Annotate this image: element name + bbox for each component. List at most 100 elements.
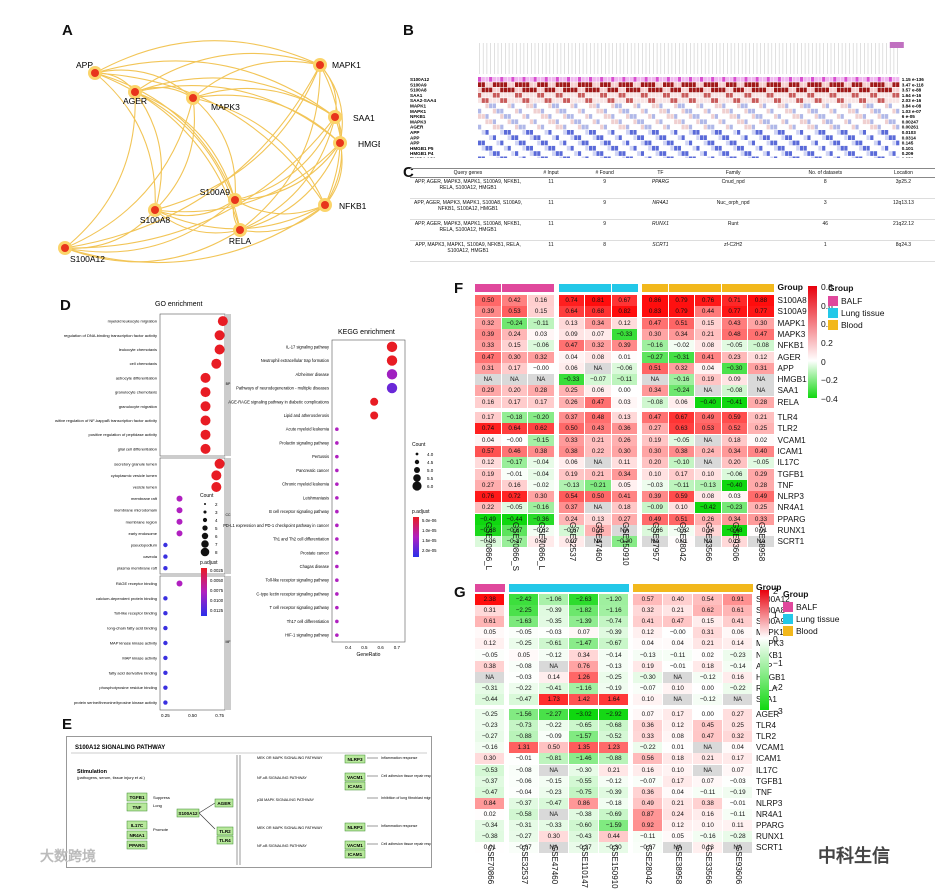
network-node bbox=[231, 196, 239, 204]
heatmap-b-cell bbox=[740, 103, 744, 109]
heatmap-b-cell bbox=[544, 140, 548, 146]
heatmap-b-cell bbox=[537, 156, 541, 162]
heatmap-b-cell bbox=[688, 82, 693, 87]
heatmap-cell: −0.39 bbox=[539, 605, 569, 617]
heatmap-b-cell bbox=[696, 130, 700, 135]
go-term-label: leukocyte chemotaxis bbox=[119, 347, 157, 352]
heatmap-b-cell bbox=[774, 98, 778, 103]
heatmap-b-cell bbox=[866, 130, 870, 135]
heatmap-b-cell bbox=[533, 119, 537, 125]
heatmap-b-cell bbox=[725, 156, 730, 162]
heatmap-b-cell bbox=[796, 151, 800, 156]
heatmap-b-cell bbox=[740, 77, 744, 82]
kegg-xtick: 0.5 bbox=[361, 645, 368, 650]
heatmap-b-cell bbox=[592, 98, 596, 103]
heatmap-b-cell bbox=[603, 145, 607, 151]
heatmap-b-cell bbox=[651, 119, 656, 125]
heatmap-b-cell bbox=[500, 77, 504, 82]
heatmap-b-cell bbox=[814, 114, 818, 119]
heatmap-b-cell bbox=[503, 130, 508, 135]
heatmap-b-cell bbox=[799, 82, 804, 87]
heatmap-b-cell bbox=[892, 151, 896, 156]
heatmap-b-cell bbox=[755, 124, 759, 130]
heatmap-b-cell bbox=[537, 108, 541, 114]
legend-swatch bbox=[828, 320, 838, 330]
heatmap-b-cell bbox=[851, 87, 855, 93]
network-edge bbox=[64, 97, 194, 249]
heatmap-cell: −0.08 bbox=[748, 340, 774, 352]
heatmap-cell: 0.26 bbox=[611, 434, 638, 446]
heatmap-b-cell bbox=[725, 114, 730, 119]
heatmap-cell: 0.34 bbox=[642, 385, 668, 397]
heatmap-b-cell bbox=[714, 124, 718, 130]
heatmap-b-cell bbox=[766, 130, 770, 135]
heatmap-b-cell bbox=[729, 98, 733, 103]
heatmap-b-cell bbox=[744, 119, 748, 125]
kegg-dot bbox=[370, 397, 379, 406]
heatmap-cell: 0.47 bbox=[475, 351, 501, 363]
heatmap-b-cell bbox=[703, 114, 707, 119]
heatmap-b-cell bbox=[870, 87, 874, 93]
heatmap-cell: −2.25 bbox=[509, 605, 539, 617]
heatmap-cell: −0.31 bbox=[668, 351, 695, 363]
row-gene-label: MAPK1 bbox=[410, 109, 427, 114]
heatmap-cell: −1.46 bbox=[569, 753, 599, 765]
kegg-xlabel: GeneRatio bbox=[357, 652, 381, 658]
heatmap-b-cell bbox=[792, 156, 796, 162]
heatmap-b-cell bbox=[548, 151, 552, 156]
panel-label-b: B bbox=[403, 22, 414, 39]
heatmap-cell: 0.17 bbox=[663, 775, 693, 787]
heatmap-b-cell bbox=[744, 87, 748, 93]
heatmap-b-cell bbox=[503, 108, 508, 114]
heatmap-cell: −0.11 bbox=[663, 649, 693, 661]
heatmap-b-cell bbox=[529, 82, 533, 87]
heatmap-b-cell bbox=[751, 87, 755, 93]
heatmap-b-cell bbox=[818, 151, 822, 156]
go-count-dot bbox=[201, 540, 209, 548]
heatmap-b-cell bbox=[663, 124, 667, 130]
heatmap-b-cell bbox=[818, 103, 822, 109]
heatmap-b-cell bbox=[489, 92, 493, 98]
heatmap-cell: 0.29 bbox=[475, 385, 501, 397]
heatmap-b-cell bbox=[540, 82, 545, 87]
row-pvalue: 0.145 bbox=[902, 141, 914, 146]
heatmap-b-cell bbox=[592, 151, 596, 156]
heatmap-b-cell bbox=[714, 140, 718, 146]
heatmap-b-cell bbox=[629, 119, 633, 125]
heatmap-b-cell bbox=[581, 124, 585, 130]
heatmap-b-cell bbox=[855, 135, 859, 140]
heatmap-b-cell bbox=[548, 87, 552, 93]
heatmap-b-cell bbox=[637, 151, 641, 156]
heatmap-b-cell bbox=[870, 124, 874, 130]
heatmap-b-cell bbox=[659, 114, 663, 119]
heatmap-b-cell bbox=[637, 108, 641, 114]
heatmap-b-cell bbox=[663, 92, 667, 98]
heatmap-b-cell bbox=[648, 135, 652, 140]
heatmap-b-cell bbox=[896, 92, 900, 98]
colorbar-tick: −0.4 bbox=[821, 394, 838, 404]
kegg-term-label: Chagas disease bbox=[300, 564, 330, 569]
heatmap-b-cell bbox=[603, 119, 607, 125]
heatmap-b-cell bbox=[533, 135, 537, 140]
heatmap-b-cell bbox=[563, 145, 567, 151]
heatmap-cell: NA bbox=[723, 693, 753, 705]
heatmap-b-cell bbox=[755, 77, 759, 82]
heatmap-b-cell bbox=[522, 135, 526, 140]
heatmap-b-cell bbox=[803, 114, 807, 119]
heatmap-b-cell bbox=[692, 92, 696, 98]
kegg-term-label: Th1 and Th2 cell differentiation bbox=[273, 537, 330, 542]
heatmap-b-cell bbox=[611, 151, 615, 156]
heatmap-b-cell bbox=[685, 114, 689, 119]
heatmap-b-cell bbox=[885, 124, 889, 130]
heatmap-b-cell bbox=[788, 98, 792, 103]
heatmap-b-cell bbox=[478, 82, 482, 87]
heatmap-col-label: GSE38958 bbox=[674, 845, 683, 885]
go-count-dot bbox=[202, 525, 208, 531]
heatmap-b-cell bbox=[555, 82, 559, 87]
heatmap-b-cell bbox=[818, 98, 822, 103]
heatmap-b-cell bbox=[700, 135, 704, 140]
heatmap-b-cell bbox=[522, 145, 526, 151]
heatmap-b-cell bbox=[866, 135, 870, 140]
heatmap-b-cell bbox=[833, 82, 837, 87]
heatmap-b-cell bbox=[873, 119, 878, 125]
